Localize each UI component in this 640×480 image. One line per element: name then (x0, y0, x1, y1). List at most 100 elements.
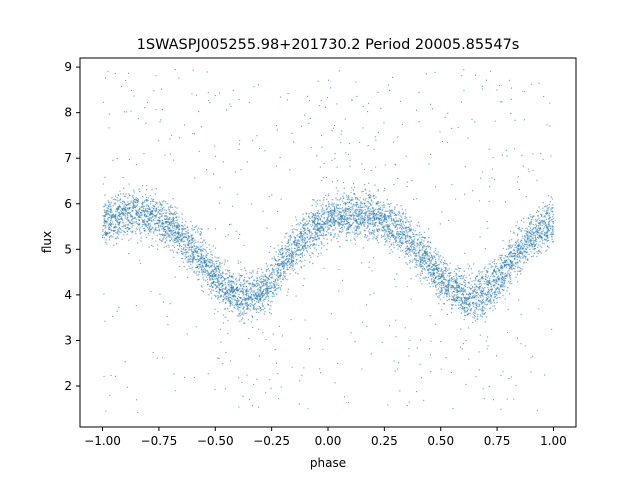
data-point (175, 217, 178, 219)
data-point (352, 218, 355, 220)
data-point (273, 286, 276, 288)
data-point (252, 307, 254, 309)
data-point (312, 244, 314, 246)
data-point (330, 210, 332, 212)
data-point (492, 309, 494, 312)
data-point (505, 264, 507, 266)
data-point (538, 217, 540, 219)
data-point (408, 226, 410, 228)
data-point (103, 209, 105, 211)
data-point (432, 257, 434, 259)
data-point (460, 304, 462, 306)
data-point (292, 265, 294, 267)
data-point (205, 264, 208, 267)
data-point (425, 252, 427, 254)
data-point (421, 239, 423, 241)
data-point (239, 277, 241, 279)
data-point (423, 245, 425, 247)
data-point (528, 253, 530, 256)
data-point (403, 225, 406, 227)
data-point (360, 214, 362, 216)
data-point (500, 257, 502, 259)
data-point (148, 246, 150, 248)
data-point (442, 277, 445, 279)
data-point (451, 277, 453, 280)
data-point (354, 229, 356, 231)
data-point (279, 287, 281, 289)
data-point (230, 298, 233, 300)
data-point (189, 241, 191, 243)
data-point (526, 235, 528, 237)
data-point (290, 261, 292, 263)
data-point (163, 228, 166, 230)
data-point (298, 249, 300, 251)
data-point (145, 189, 148, 191)
data-point (306, 220, 308, 222)
data-point (552, 233, 554, 235)
data-point (441, 280, 443, 282)
data-point (460, 289, 462, 291)
data-point (199, 246, 201, 248)
data-point (392, 231, 394, 233)
data-point (164, 212, 167, 214)
data-point (209, 272, 211, 274)
data-point (487, 288, 490, 290)
data-point (180, 234, 182, 236)
data-point (161, 208, 164, 210)
data-point (217, 278, 219, 281)
data-point (273, 290, 275, 292)
data-point (243, 307, 245, 309)
data-point (454, 299, 456, 302)
data-point (516, 255, 518, 257)
data-point (433, 251, 435, 253)
data-point (430, 280, 433, 282)
data-point (216, 260, 218, 262)
data-point (164, 242, 166, 244)
data-point (521, 235, 524, 237)
data-point (285, 272, 287, 275)
data-point (265, 291, 267, 293)
data-point (242, 290, 244, 293)
data-point (134, 198, 136, 200)
data-point (379, 201, 382, 203)
data-point (414, 230, 416, 232)
data-point (443, 260, 446, 262)
data-point (413, 236, 415, 238)
data-point (474, 283, 476, 285)
data-point (382, 201, 385, 204)
data-point (137, 214, 139, 216)
data-point (160, 234, 162, 236)
data-point (502, 265, 504, 268)
data-point (216, 271, 218, 273)
data-point (346, 218, 348, 220)
data-point (383, 204, 385, 207)
data-point (118, 231, 121, 233)
data-point (514, 241, 517, 243)
data-point (545, 218, 547, 221)
data-point (391, 219, 393, 221)
data-point (525, 244, 527, 246)
data-point (177, 237, 179, 239)
data-point (518, 245, 520, 248)
data-point (194, 226, 196, 228)
data-point (304, 238, 306, 240)
data-point (522, 256, 524, 258)
data-point (115, 226, 117, 229)
data-point (439, 260, 441, 263)
data-point (268, 275, 270, 278)
data-point (378, 209, 380, 211)
data-point (155, 226, 157, 228)
data-point (227, 296, 229, 298)
data-point (222, 314, 225, 316)
data-point (367, 235, 369, 237)
data-point (550, 225, 552, 227)
data-point (174, 234, 176, 236)
data-point (533, 233, 535, 235)
data-point (458, 290, 460, 292)
data-point (493, 268, 495, 270)
data-point (497, 275, 500, 277)
data-point (309, 229, 311, 231)
data-point (153, 200, 155, 203)
data-point (546, 245, 549, 248)
data-point (153, 231, 155, 233)
